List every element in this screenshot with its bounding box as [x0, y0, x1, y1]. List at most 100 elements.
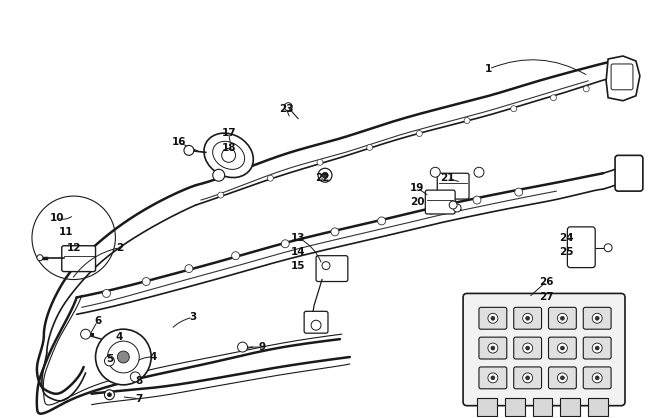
Circle shape: [592, 314, 602, 323]
Text: 2: 2: [116, 243, 123, 253]
Text: 8: 8: [136, 376, 143, 386]
Circle shape: [523, 373, 532, 383]
FancyBboxPatch shape: [583, 367, 611, 389]
Circle shape: [491, 376, 495, 380]
Bar: [505, 398, 525, 415]
Circle shape: [560, 376, 564, 380]
FancyBboxPatch shape: [479, 367, 507, 389]
Circle shape: [238, 342, 248, 352]
Circle shape: [595, 316, 599, 320]
Text: 4: 4: [150, 352, 157, 362]
Circle shape: [474, 167, 484, 177]
FancyBboxPatch shape: [304, 311, 328, 333]
Text: 6: 6: [94, 316, 101, 326]
Circle shape: [488, 314, 498, 323]
FancyBboxPatch shape: [514, 307, 541, 329]
Text: 18: 18: [222, 143, 236, 153]
Polygon shape: [606, 56, 640, 101]
Circle shape: [96, 329, 151, 385]
Circle shape: [511, 106, 517, 112]
Bar: [590, 415, 606, 418]
Text: 3: 3: [189, 312, 196, 322]
FancyBboxPatch shape: [549, 307, 577, 329]
Circle shape: [526, 346, 530, 350]
Circle shape: [558, 314, 567, 323]
Circle shape: [218, 192, 224, 198]
FancyBboxPatch shape: [62, 246, 96, 272]
Circle shape: [231, 252, 240, 260]
Circle shape: [592, 373, 602, 383]
FancyBboxPatch shape: [567, 227, 595, 268]
Text: 11: 11: [58, 227, 73, 237]
Bar: [588, 398, 608, 415]
Circle shape: [427, 206, 436, 214]
Circle shape: [551, 95, 556, 101]
Circle shape: [311, 320, 321, 330]
Circle shape: [118, 351, 129, 363]
Circle shape: [604, 244, 612, 252]
Text: 26: 26: [540, 277, 554, 286]
Circle shape: [560, 316, 564, 320]
Circle shape: [491, 316, 495, 320]
Circle shape: [37, 255, 43, 261]
FancyBboxPatch shape: [425, 190, 455, 214]
Text: 14: 14: [291, 247, 306, 257]
Circle shape: [558, 373, 567, 383]
Circle shape: [453, 204, 461, 212]
Circle shape: [222, 148, 235, 162]
Ellipse shape: [204, 133, 254, 178]
Circle shape: [317, 159, 323, 165]
Circle shape: [417, 130, 423, 137]
Circle shape: [103, 289, 111, 298]
Circle shape: [526, 316, 530, 320]
Circle shape: [367, 145, 372, 150]
Circle shape: [515, 188, 523, 196]
Circle shape: [558, 343, 567, 353]
Text: 27: 27: [540, 293, 554, 302]
Bar: [532, 398, 552, 415]
Circle shape: [213, 169, 225, 181]
Circle shape: [322, 172, 328, 178]
Text: 13: 13: [291, 233, 305, 243]
FancyBboxPatch shape: [615, 155, 643, 191]
Circle shape: [378, 217, 385, 225]
Circle shape: [488, 343, 498, 353]
Circle shape: [473, 196, 481, 204]
Circle shape: [526, 376, 530, 380]
Bar: [534, 415, 551, 418]
Bar: [477, 398, 497, 415]
Circle shape: [281, 240, 289, 248]
Circle shape: [583, 86, 590, 92]
Circle shape: [184, 145, 194, 155]
Circle shape: [107, 341, 139, 373]
Text: 7: 7: [136, 394, 143, 404]
FancyBboxPatch shape: [437, 173, 469, 199]
Bar: [479, 415, 495, 418]
Circle shape: [595, 346, 599, 350]
Circle shape: [105, 356, 114, 366]
FancyBboxPatch shape: [583, 307, 611, 329]
Text: 12: 12: [66, 243, 81, 253]
Text: 17: 17: [222, 127, 236, 138]
FancyBboxPatch shape: [479, 307, 507, 329]
Text: 24: 24: [559, 233, 574, 243]
FancyBboxPatch shape: [316, 256, 348, 281]
FancyBboxPatch shape: [479, 337, 507, 359]
Circle shape: [491, 346, 495, 350]
Circle shape: [430, 167, 440, 177]
Text: 23: 23: [279, 104, 294, 114]
Circle shape: [560, 346, 564, 350]
Text: 16: 16: [172, 138, 187, 148]
Circle shape: [592, 343, 602, 353]
Circle shape: [523, 314, 532, 323]
Circle shape: [523, 343, 532, 353]
Circle shape: [284, 103, 292, 111]
Circle shape: [267, 175, 274, 181]
Text: 1: 1: [486, 64, 493, 74]
FancyBboxPatch shape: [514, 337, 541, 359]
Bar: [507, 415, 523, 418]
Circle shape: [107, 393, 111, 397]
Circle shape: [488, 373, 498, 383]
Text: 10: 10: [49, 213, 64, 223]
Text: 9: 9: [259, 342, 266, 352]
